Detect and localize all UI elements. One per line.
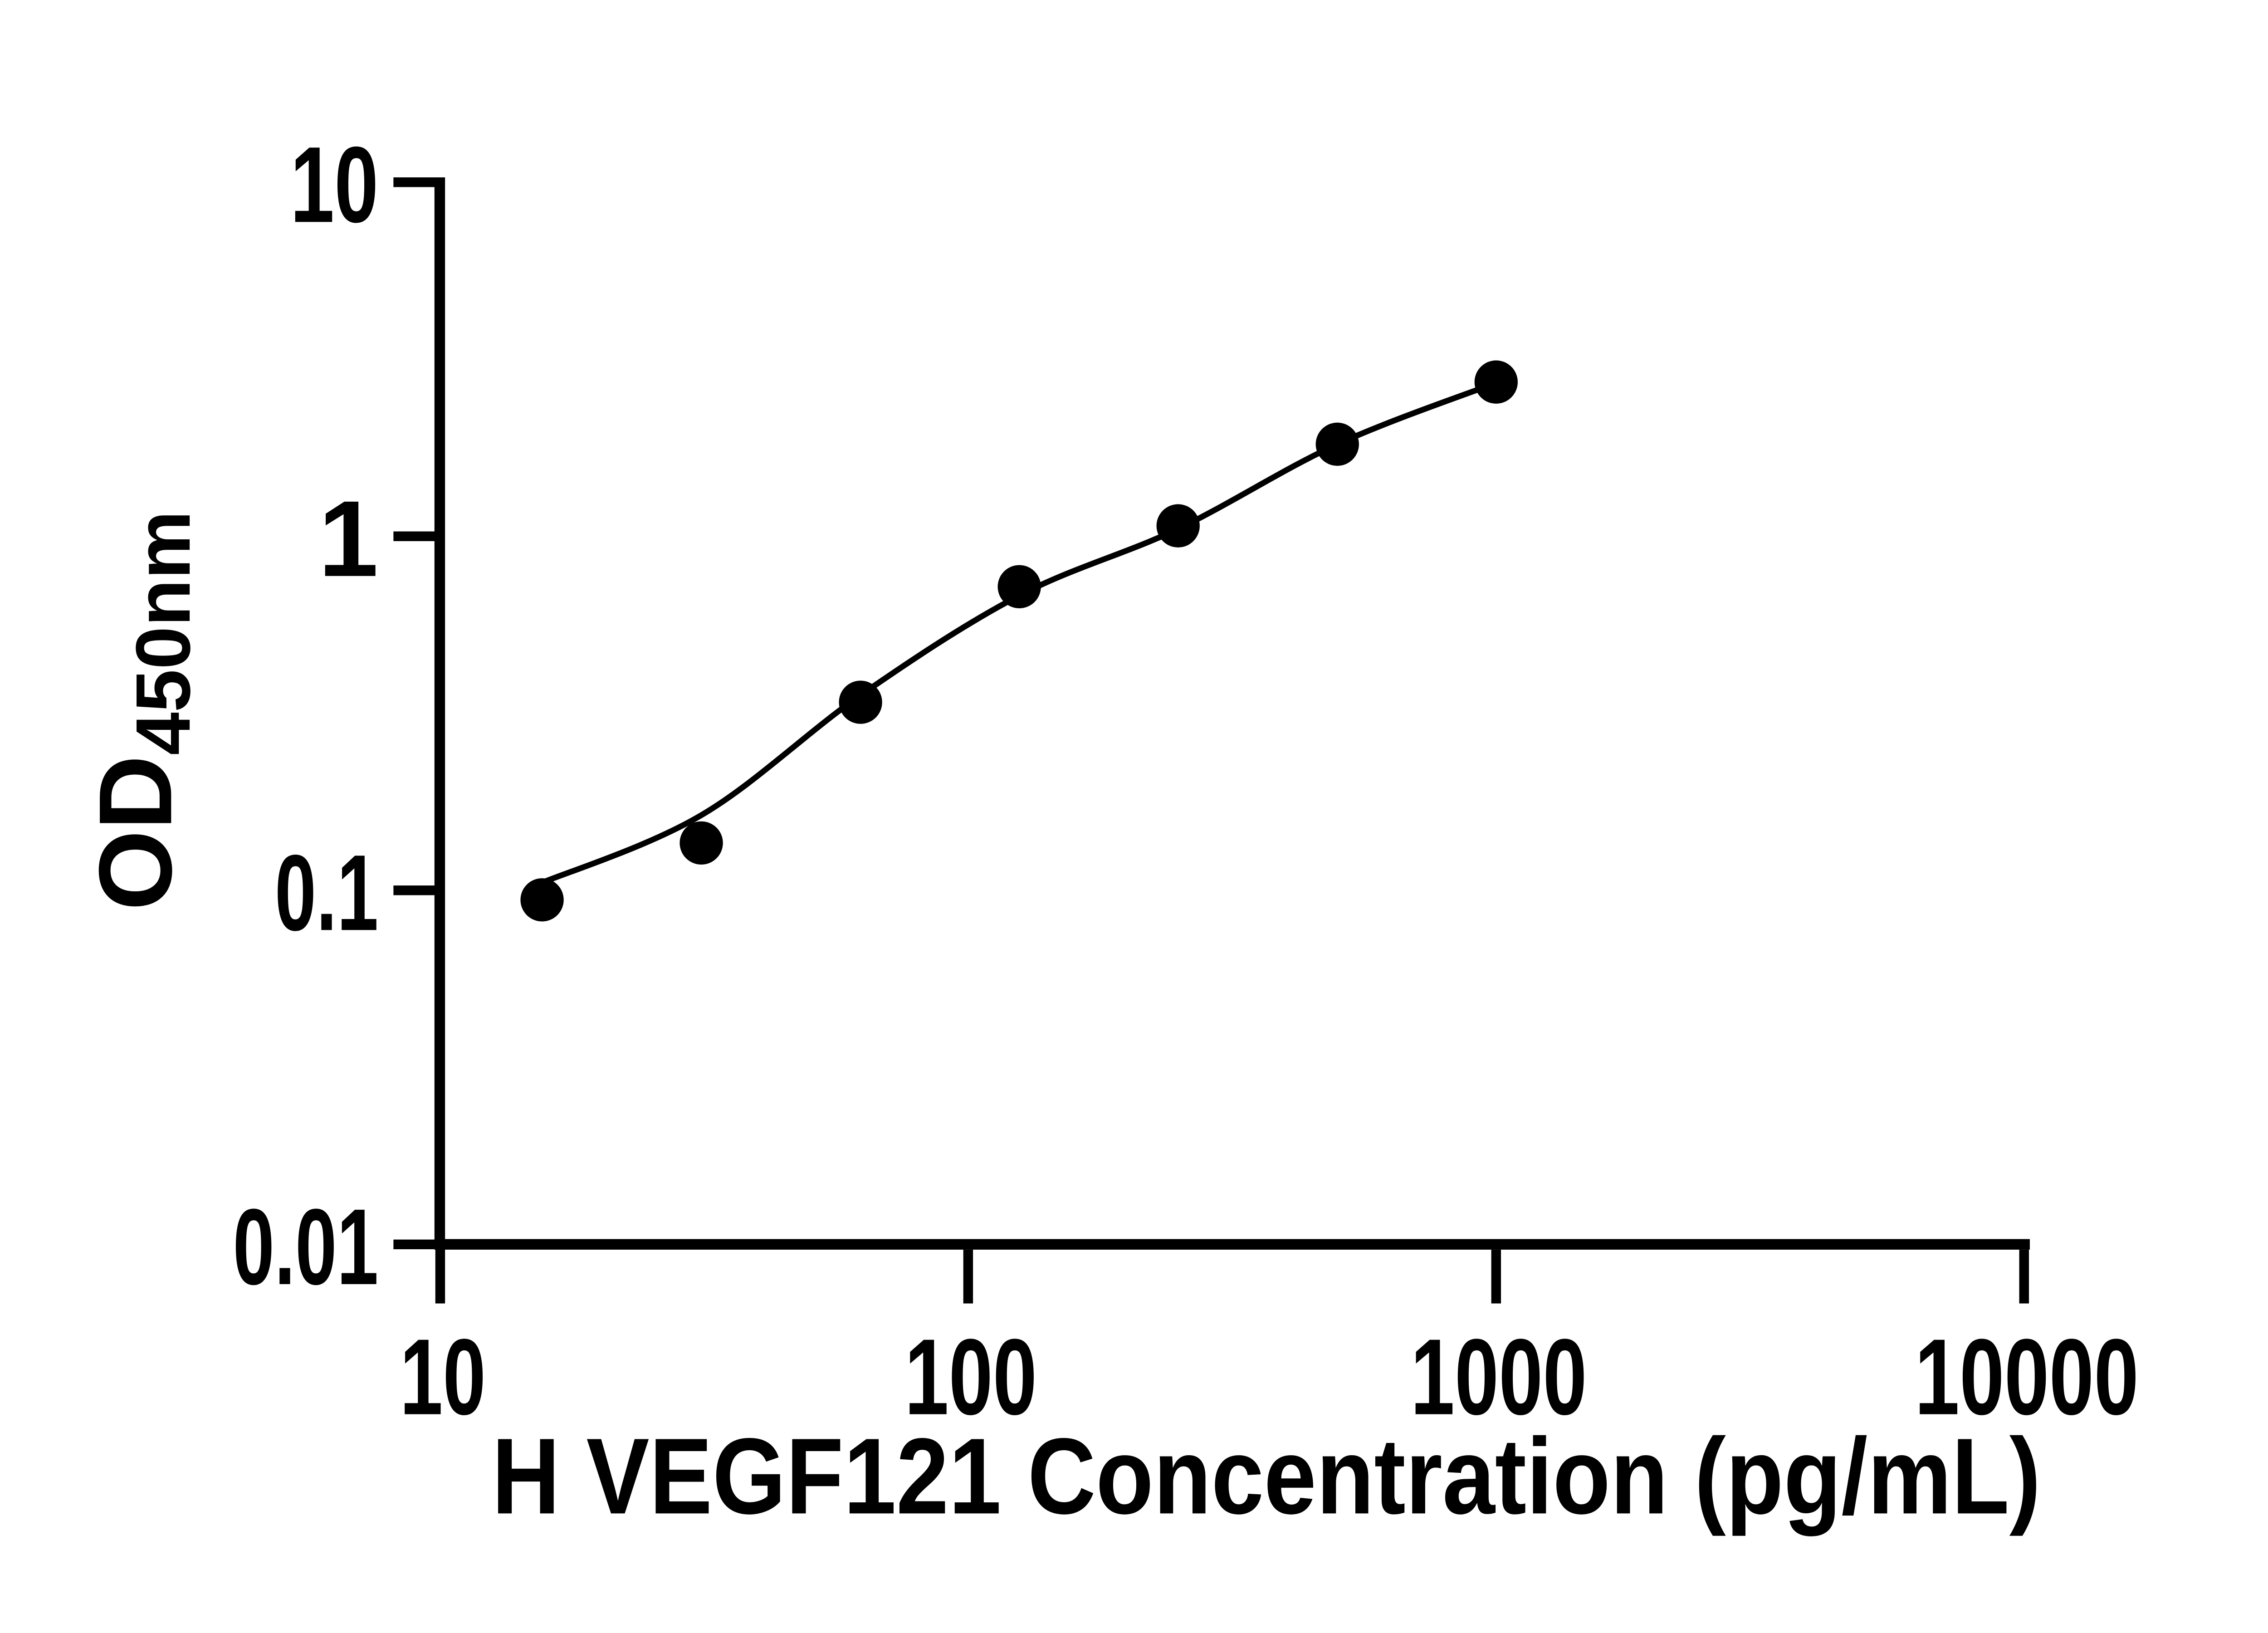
y-tick-label: 1 bbox=[318, 479, 379, 599]
x-tick-label: 10000 bbox=[1915, 1317, 2139, 1437]
x-tick bbox=[963, 1249, 973, 1304]
data-point bbox=[520, 878, 564, 922]
x-tick-label: 1000 bbox=[1411, 1317, 1587, 1437]
x-axis-title: H VEGF121 Concentration (pg/mL) bbox=[492, 1416, 2041, 1536]
x-axis-line bbox=[434, 1239, 2030, 1250]
y-tick bbox=[393, 1239, 435, 1250]
y-title-subscript: 450nm bbox=[120, 511, 206, 755]
y-tick bbox=[393, 885, 435, 895]
data-point bbox=[1315, 422, 1359, 466]
x-tick-label: 10 bbox=[400, 1317, 486, 1437]
data-point bbox=[1156, 504, 1200, 548]
y-tick bbox=[393, 531, 435, 541]
data-point bbox=[839, 680, 882, 724]
data-point bbox=[1474, 360, 1518, 404]
x-tick bbox=[2019, 1249, 2029, 1304]
y-tick bbox=[393, 177, 435, 187]
y-tick-label: 0.1 bbox=[275, 832, 379, 953]
y-title-main: OD bbox=[78, 755, 193, 911]
y-tick-label: 10 bbox=[290, 124, 378, 245]
y-axis-title: OD450nm bbox=[78, 511, 206, 911]
x-tick bbox=[1491, 1249, 1501, 1304]
y-tick-label: 0.01 bbox=[233, 1187, 378, 1307]
data-point bbox=[679, 821, 723, 865]
y-axis-line bbox=[434, 177, 445, 1250]
x-tick bbox=[435, 1249, 445, 1304]
x-tick-label: 100 bbox=[904, 1317, 1037, 1437]
data-point bbox=[997, 565, 1041, 609]
